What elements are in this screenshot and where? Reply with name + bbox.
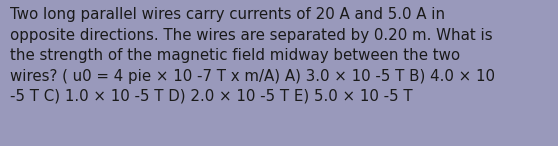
Text: Two long parallel wires carry currents of 20 A and 5.0 A in
opposite directions.: Two long parallel wires carry currents o…	[10, 7, 495, 104]
